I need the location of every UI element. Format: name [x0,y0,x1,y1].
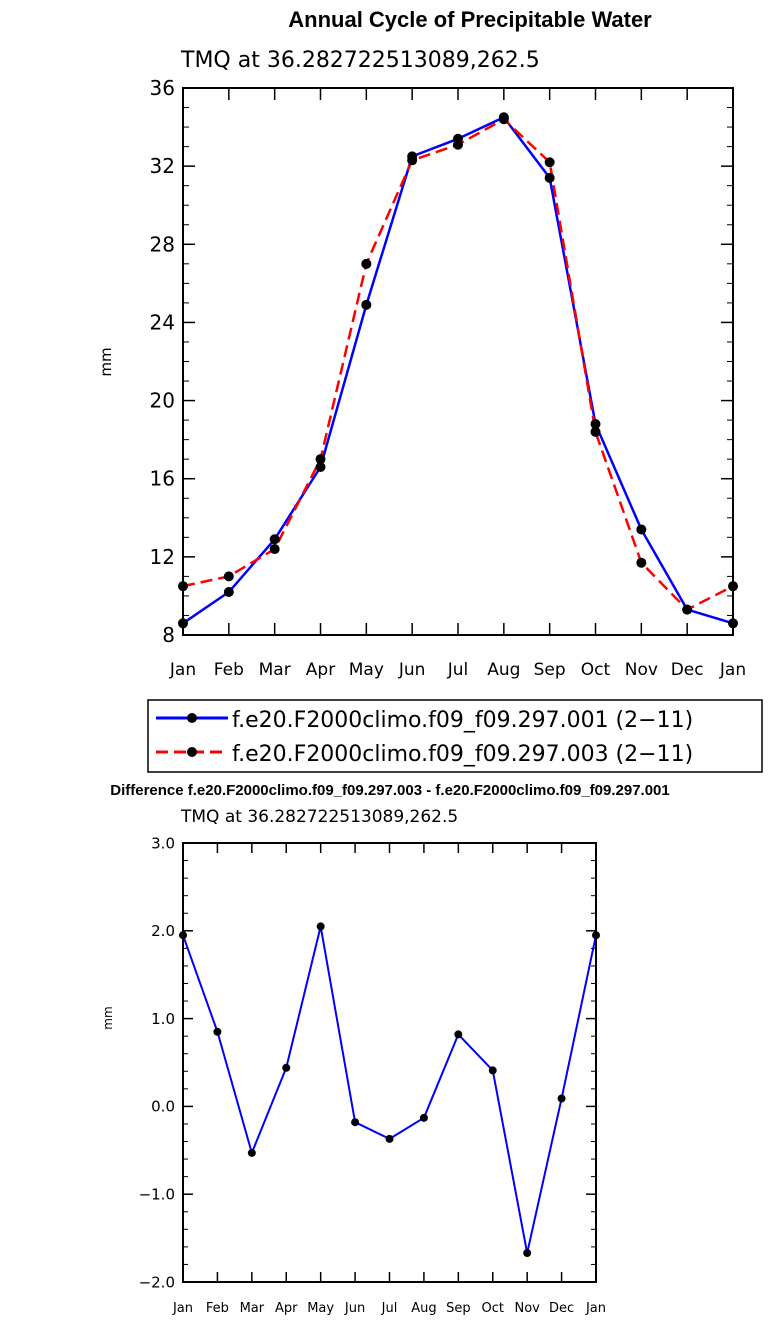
chart2-title: Difference f.e20.F2000climo.f09_f09.297.… [110,782,670,799]
chart2-xtick-label: Nov [514,1301,540,1316]
chart1-series-2-point [223,571,234,582]
legend-box [147,699,763,773]
chart2-series-1-point [592,931,600,940]
chart2-xtick-label: Apr [275,1301,298,1316]
chart1-series [178,112,738,629]
legend-label-series-2: f.e20.F2000climo.f09_f09.297.003 (2−11) [232,742,693,767]
chart1-ytick-label: 32 [150,154,175,178]
chart2-ytick-label: 1.0 [151,1010,175,1028]
chart1-xtick-label: Jan [169,660,196,680]
chart1-xtick-label: Feb [214,660,244,680]
chart2-ylabel: mm [101,1006,115,1029]
legend-label-series-1: f.e20.F2000climo.f09_f09.297.001 (2−11) [232,708,693,733]
chart1-xtick-label: Dec [671,660,704,680]
chart1-xtick-label: Jul [447,660,469,680]
chart2-plot-frame [182,842,597,1283]
chart1-legend: f.e20.F2000climo.f09_f09.297.001 (2−11) … [147,699,763,773]
chart2-series-1-point [557,1094,566,1103]
chart2-subtitle: TMQ at 36.282722513089,262.5 [180,807,458,827]
chart2-ytick-label: −1.0 [139,1185,175,1203]
chart2-xtick-label: May [307,1301,334,1316]
chart1-xtick-label: Nov [625,660,658,680]
chart2-ytick-label: 2.0 [151,922,175,940]
chart2-series-1-point [454,1030,463,1039]
chart1-series-1-line [182,116,734,625]
precipitable-water-chart: Annual Cycle of Precipitable Water TMQ a… [97,7,763,773]
chart1-ytick-label: 16 [150,467,175,491]
chart2-series-1-point [385,1134,394,1143]
chart1-series-2-point [453,139,463,150]
chart2-xtick-label: Jan [585,1301,606,1316]
chart1-xtick-label: Jan [719,660,746,680]
chart1-series-1-point [178,618,188,629]
chart1-xtick-label: Jun [398,660,426,680]
chart2-series-1-line [182,925,597,1255]
chart2-series [179,922,600,1258]
chart1-ytick-label: 24 [150,310,175,334]
chart1-xtick-label: Sep [534,660,566,680]
chart1-series-2-point [728,581,738,592]
chart2-series-1-point [247,1148,256,1157]
chart1-ytick-label: 20 [150,389,175,413]
chart2-xtick-label: Jan [172,1301,193,1316]
chart2-xtick-label: Sep [446,1301,471,1316]
chart2-xtick-label: Feb [206,1301,229,1316]
chart2-xtick-label: Aug [411,1301,436,1316]
chart1-series-2-point [590,426,601,437]
chart1-xtick-label: Apr [306,660,335,680]
chart2-xtick-label: Jun [344,1301,365,1316]
chart1-series-2-point [544,157,555,168]
chart1-axes: 8 12 16 20 24 28 32 36 Jan Feb Mar Apr May Jun Jul Aug S… [150,76,747,680]
chart2-ytick-label: −2.0 [139,1273,175,1291]
chart2-series-1-point [351,1118,360,1127]
chart2-series-1-point [213,1027,222,1036]
chart1-series-2-point [682,604,693,615]
chart1-ytick-label: 36 [150,76,175,100]
chart2-ytick-label: 3.0 [151,834,175,852]
legend-marker-series-2 [187,747,197,757]
chart1-series-2-point [269,544,280,555]
chart2-series-1-point [523,1249,532,1258]
chart2-series-1-point [419,1113,428,1122]
chart1-ylabel: mm [97,347,115,376]
chart1-series-1-point [315,461,326,472]
chart1-series-1-point [544,172,555,183]
chart1-series-2-point [361,258,372,269]
chart1-series-1-point [590,419,601,430]
chart2-xtick-label: Mar [240,1301,265,1316]
chart1-series-1-point [269,534,280,545]
chart2-axes: −2.0 −1.0 0.0 1.0 2.0 3.0 Jan Feb Mar Apr May Jun Ju… [139,834,606,1316]
chart1-subtitle: TMQ at 36.282722513089,262.5 [180,48,540,73]
chart1-ytick-label: 28 [150,232,175,256]
chart1-plot-frame [182,87,734,636]
chart1-series-2-point [498,114,509,125]
chart1-title: Annual Cycle of Precipitable Water [288,7,652,32]
legend-marker-series-1 [187,713,197,723]
chart2-series-1-point [282,1063,291,1072]
chart1-series-2-line [182,118,734,611]
chart2-xtick-label: Jul [381,1301,398,1316]
chart1-series-2-point [178,581,188,592]
chart2-ytick-label: 0.0 [151,1098,175,1116]
chart1-ytick-label: 12 [150,545,175,569]
chart1-series-1-point [728,618,738,629]
chart1-series-2-point [407,155,418,166]
chart1-series-2-point [315,454,326,465]
chart1-series-1-point [361,299,372,310]
chart1-xtick-label: May [349,660,384,680]
difference-chart: Difference f.e20.F2000climo.f09_f09.297.… [101,782,670,1316]
chart1-xtick-label: Aug [487,660,520,680]
chart1-series-1-point [223,587,234,598]
chart1-ytick-label: 8 [162,623,175,647]
chart2-series-1-point [316,922,325,931]
chart2-xtick-label: Dec [549,1301,574,1316]
chart1-series-2-point [636,557,647,568]
chart1-xtick-label: Oct [581,660,611,680]
chart2-series-1-point [179,931,187,940]
chart1-xtick-label: Mar [259,660,291,680]
chart1-series-1-point [636,524,647,535]
chart2-xtick-label: Oct [482,1301,504,1316]
chart2-series-1-point [488,1066,497,1075]
